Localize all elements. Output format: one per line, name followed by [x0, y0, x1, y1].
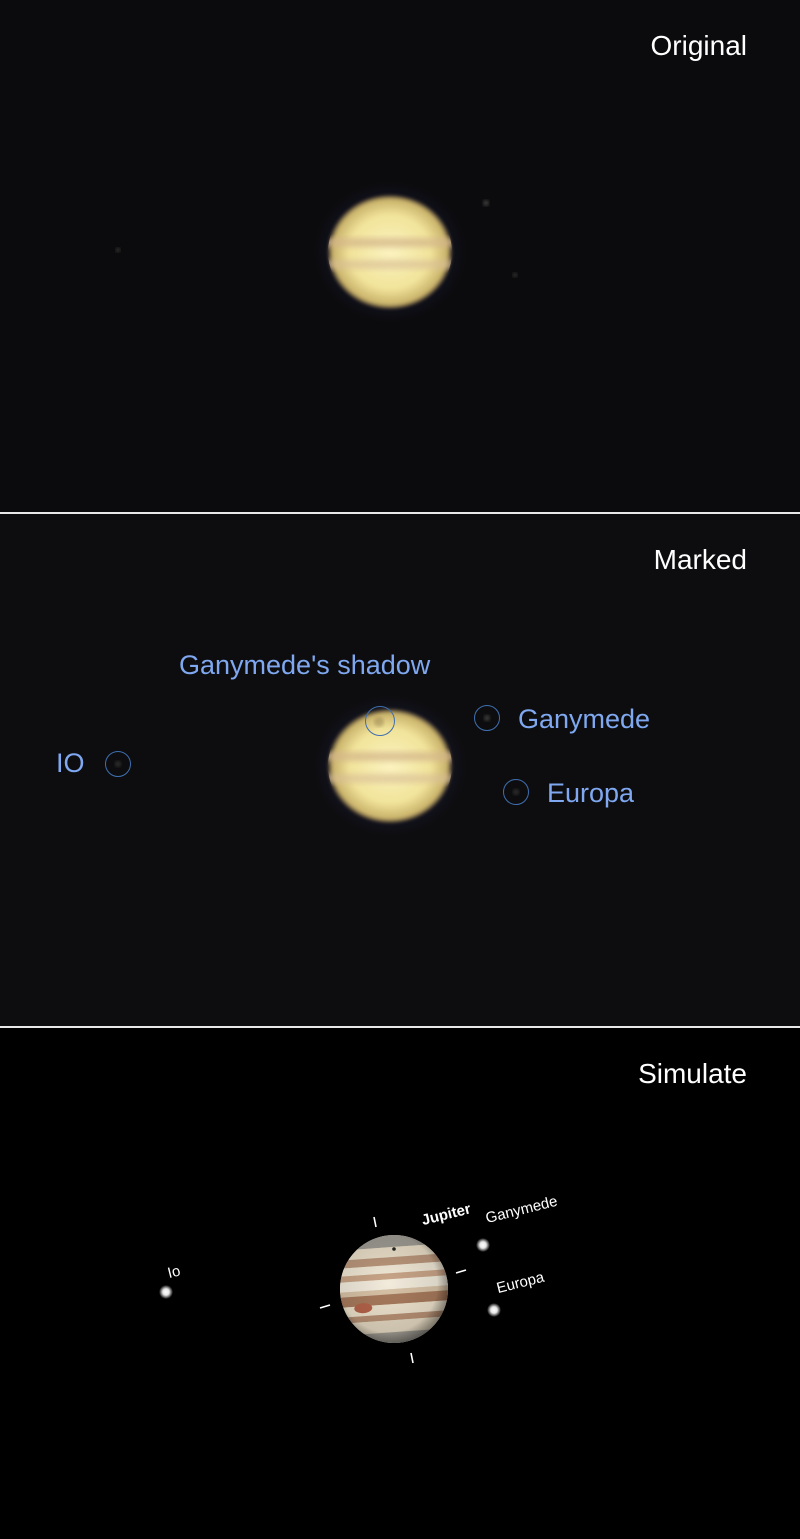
europa-dot: [512, 272, 518, 278]
jupiter-disk: [328, 195, 452, 309]
ganymede-dot: [483, 200, 489, 206]
simulate-panel: Jupiter Ganymede Europa Io Simulate: [0, 1028, 800, 1539]
simulation-view: [159, 1216, 501, 1364]
orientation-tick: [455, 1269, 467, 1274]
io-dot: [115, 247, 121, 253]
original-photo: [115, 180, 518, 324]
jupiter-bands: [328, 752, 452, 783]
io-moon: [159, 1285, 173, 1299]
marked-panel: Ganymede's shadow Ganymede Europa IO Mar…: [0, 514, 800, 1026]
ganymede-label: Ganymede: [518, 704, 651, 734]
ganymede-shadow-spot: [392, 1247, 396, 1251]
original-panel: Original: [0, 0, 800, 512]
orientation-tick: [373, 1216, 377, 1228]
ganymede-shadow-marker: [365, 706, 395, 736]
panel-title-simulate: Simulate: [638, 1058, 747, 1089]
separator: [0, 1026, 800, 1028]
io-marker: [105, 751, 131, 777]
jupiter-bands: [328, 238, 452, 269]
ganymede-shadow-label: Ganymede's shadow: [179, 650, 431, 680]
panel-title-original: Original: [650, 30, 747, 61]
orientation-tick: [319, 1304, 331, 1309]
jupiter-planet: [336, 1231, 452, 1347]
europa-moon: [487, 1303, 501, 1317]
marked-photo: [115, 694, 519, 838]
io-label: IO: [56, 748, 85, 778]
ganymede-moon: [476, 1238, 490, 1252]
panel-title-marked: Marked: [653, 544, 747, 575]
separator: [0, 512, 800, 514]
europa-label: Europa: [547, 778, 635, 808]
orientation-tick: [410, 1352, 414, 1364]
europa-marker: [503, 779, 529, 805]
jupiter-disk: [328, 709, 452, 823]
ganymede-marker: [474, 705, 500, 731]
